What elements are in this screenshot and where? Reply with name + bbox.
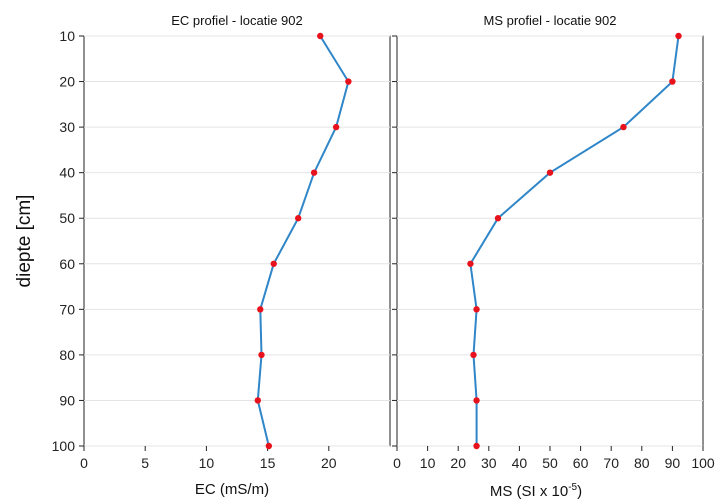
ec-x-tick-label: 15: [260, 455, 276, 471]
ms-x-axis-label: MS (SI x 10-5): [490, 482, 582, 500]
ms-x-tick-label: 10: [420, 455, 436, 471]
y-tick-label: 60: [59, 256, 75, 272]
ec-data-point: [332, 123, 340, 131]
ms-chart-title: MS profiel - locatie 902: [484, 13, 617, 28]
ec-x-axis-label: EC (mS/m): [195, 481, 269, 498]
ms-x-axis-label-main: MS (SI x 10: [490, 483, 568, 500]
ms-data-point: [473, 397, 480, 404]
ms-data-point: [473, 306, 480, 313]
ec-data-point: [258, 351, 265, 359]
ec-data-point: [310, 169, 318, 176]
ms-data-point: [546, 169, 554, 176]
ms-x-tick-label: 70: [603, 455, 619, 471]
ms-x-tick-label: 40: [512, 455, 528, 471]
ms-plot-area: [396, 35, 704, 447]
y-tick-label: 10: [59, 28, 75, 44]
y-tick-label: 90: [59, 392, 75, 408]
ec-chart-title: EC profiel - locatie 902: [171, 13, 303, 28]
ec-x-tick-label: 10: [199, 455, 215, 471]
ec-x-tick-label: 0: [80, 455, 88, 471]
ms-data-point: [467, 260, 474, 267]
ms-data-point: [470, 351, 477, 359]
ec-x-tick-label: 20: [321, 455, 337, 471]
ms-x-tick-label: 100: [691, 455, 715, 471]
ms-data-point: [473, 442, 480, 450]
ms-data-point: [494, 215, 502, 222]
ec-data-point: [257, 306, 264, 313]
ms-data-point: [675, 32, 682, 40]
ms-x-axis-label-close: ): [577, 483, 582, 500]
y-tick-label: 100: [52, 438, 76, 454]
ms-data-point: [669, 78, 676, 85]
ms-x-tick-label: 20: [450, 455, 466, 471]
ms-x-tick-label: 0: [393, 455, 401, 471]
ms-x-tick-label: 30: [481, 455, 497, 471]
ms-series-line: [469, 35, 680, 446]
ec-data-point: [265, 442, 273, 450]
y-tick-label: 30: [59, 119, 75, 135]
y-tick-label: 20: [59, 74, 75, 90]
ms-x-tick-label: 80: [634, 455, 650, 471]
ec-data-point: [270, 260, 277, 267]
ms-x-tick-label: 50: [542, 455, 558, 471]
ec-data-point: [295, 215, 302, 222]
y-axis-label: diepte [cm]: [14, 195, 35, 288]
ec-x-tick-label: 5: [141, 455, 149, 471]
ms-x-tick-label: 60: [573, 455, 589, 471]
ms-x-axis-label-exponent: -5: [568, 482, 577, 493]
y-tick-label: 80: [59, 347, 75, 363]
y-tick-label: 70: [59, 301, 75, 317]
ms-x-tick-label: 90: [665, 455, 681, 471]
ec-data-point: [254, 397, 262, 404]
ec-series-line: [256, 35, 350, 447]
y-tick-label: 40: [59, 165, 75, 181]
ec-data-point: [317, 32, 324, 40]
ec-data-point: [345, 78, 352, 85]
y-tick-label: 50: [59, 210, 75, 226]
ms-data-point: [620, 123, 627, 131]
